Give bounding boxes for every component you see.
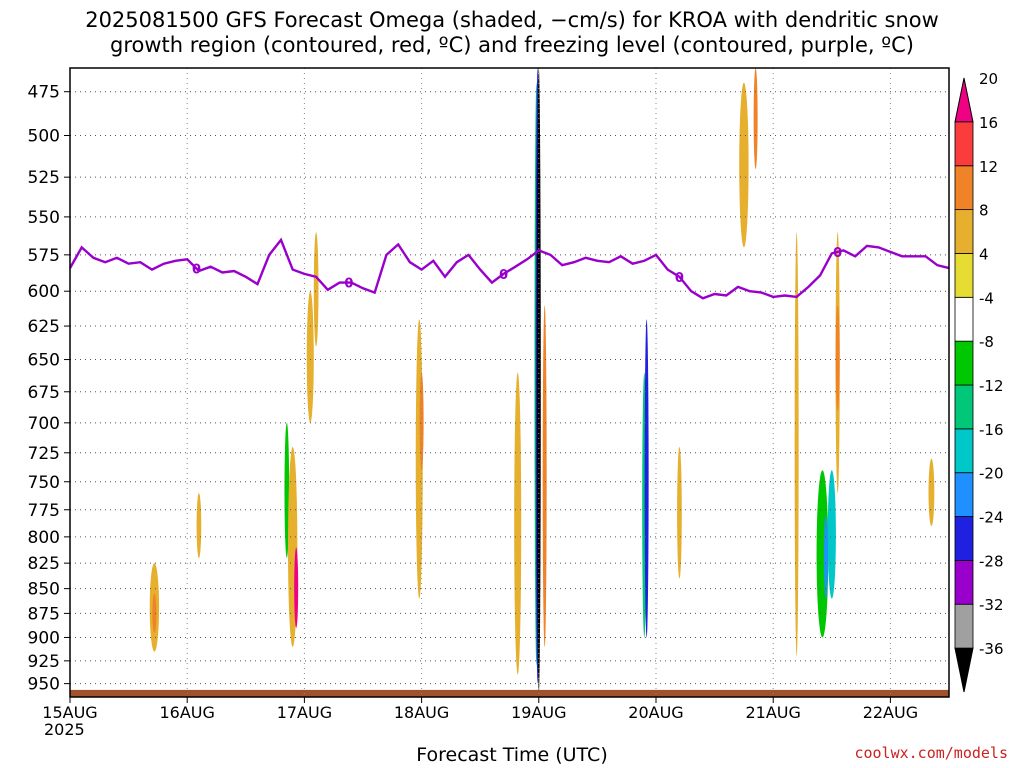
colorbar-label-13: 20 [979,70,998,88]
freezing-level-line [68,237,950,300]
y-tick-label-925: 925 [28,652,60,672]
omega-cell-29 [794,232,799,657]
y-tick-label-900: 900 [28,628,60,648]
plot-frame [69,67,950,698]
x-tick-label-20AUG: 20AUG [628,703,683,722]
colorbar-label-11: 12 [979,158,998,176]
chart-title-line-2: growth region (contoured, red, ºC) and f… [110,33,914,57]
colorbar-box-4 [954,472,974,517]
omega-cell-7 [294,547,299,628]
omega-cell-25 [677,446,682,579]
y-tick-label-775: 775 [28,501,60,521]
x-tick-label-16AUG: 16AUG [159,703,214,722]
colorbar-label-5: -16 [979,421,1004,439]
colorbar-label-12: 16 [979,114,998,132]
omega-cell-5 [284,422,290,558]
colorbar-label-1: -32 [979,596,1004,614]
y-tick-label-575: 575 [28,246,60,266]
colorbar-box-7 [954,340,974,386]
colorbar-label-3: -24 [979,509,1004,527]
chart-title-line-1: 2025081500 GFS Forecast Omega (shaded, −… [85,8,939,32]
x-tick-label-21AUG: 21AUG [745,703,800,722]
y-tick-label-475: 475 [28,83,60,103]
y-tick-label-825: 825 [28,554,60,574]
omega-cell-23 [663,68,668,482]
colorbar-label-6: -12 [979,377,1004,395]
colorbar-label-0: -36 [979,640,1004,658]
omega-cell-8 [306,291,314,423]
omega-cell-1 [152,593,157,633]
colorbar-box-6 [954,384,974,430]
y-tick-label-800: 800 [28,528,60,548]
omega-cell-22 [644,319,649,638]
y-tick-label-525: 525 [28,168,60,188]
colorbar-arrow-min [954,647,974,693]
colorbar-box-9 [954,253,974,298]
x-axis-year-label: 2025 [44,720,85,739]
colorbar-box-5 [954,428,974,474]
omega-cell-34 [835,305,840,411]
grid-lines [70,68,949,697]
colorbar-label-10: 8 [979,202,989,220]
y-tick-label-500: 500 [28,127,60,147]
omega-cell-24 [712,422,717,558]
colorbar-box-12 [954,121,974,167]
colorbar-label-4: -20 [979,465,1004,483]
colorbar-label-8: -4 [979,289,994,307]
omega-cell-2 [199,434,204,516]
omega-cell-19 [542,305,547,647]
colorbar-label-2: -28 [979,552,1004,570]
omega-cell-27 [753,68,758,169]
freezing-level-label-3: 0 [675,271,684,286]
omega-cell-3 [196,493,202,558]
freezing-level-label-2: 0 [499,268,508,283]
omega-cell-18 [536,68,541,693]
colorbar-box-2 [954,559,974,605]
y-tick-label-600: 600 [28,282,60,302]
omega-shading [149,68,935,693]
y-tick-label-875: 875 [28,604,60,624]
omega-cell-12 [405,152,415,306]
source-credit: coolwx.com/models [854,744,1008,762]
terrain-band [70,689,949,697]
x-tick-label-18AUG: 18AUG [394,703,449,722]
x-tick-label-17AUG: 17AUG [277,703,332,722]
y-tick-label-675: 675 [28,383,60,403]
y-tick-label-650: 650 [28,351,60,371]
colorbar-arrow-max [954,77,974,123]
x-tick-label-15AUG: 15AUG [42,703,97,722]
omega-cell-9 [313,232,319,347]
freezing-level-label-1: 0 [344,277,353,292]
y-tick-label-725: 725 [28,444,60,464]
colorbar-box-8 [954,296,974,342]
colorbar-label-9: 4 [979,245,989,263]
y-tick-label-625: 625 [28,317,60,337]
colorbar-box-3 [954,516,974,561]
y-tick-label-750: 750 [28,473,60,493]
y-tick-label-700: 700 [28,414,60,434]
omega-cell-26 [739,82,749,248]
omega-cell-32 [823,515,828,599]
omega-cell-13 [428,481,433,609]
y-tick-label-950: 950 [28,675,60,695]
colorbar-box-10 [954,209,974,254]
omega-cell-11 [419,372,424,471]
colorbar-label-7: -8 [979,333,994,351]
freezing-level-label-0: 0 [192,263,201,278]
omega-cell-35 [928,458,935,527]
x-axis-title: Forecast Time (UTC) [416,744,608,766]
colorbar-box-11 [954,165,974,211]
omega-cell-14 [514,372,522,675]
freezing-level-label-4: 0 [833,246,842,261]
omega-cell-31 [827,470,836,599]
omega-cell-28 [773,232,778,693]
y-tick-label-850: 850 [28,580,60,600]
y-tick-label-550: 550 [28,208,60,228]
x-tick-label-19AUG: 19AUG [511,703,566,722]
x-tick-label-22AUG: 22AUG [863,703,918,722]
colorbar: -36 -32 -28 -24 -20 -16 -12 -8 -4 4 8 12 16 20 [954,70,1004,693]
colorbar-box-1 [954,603,974,649]
